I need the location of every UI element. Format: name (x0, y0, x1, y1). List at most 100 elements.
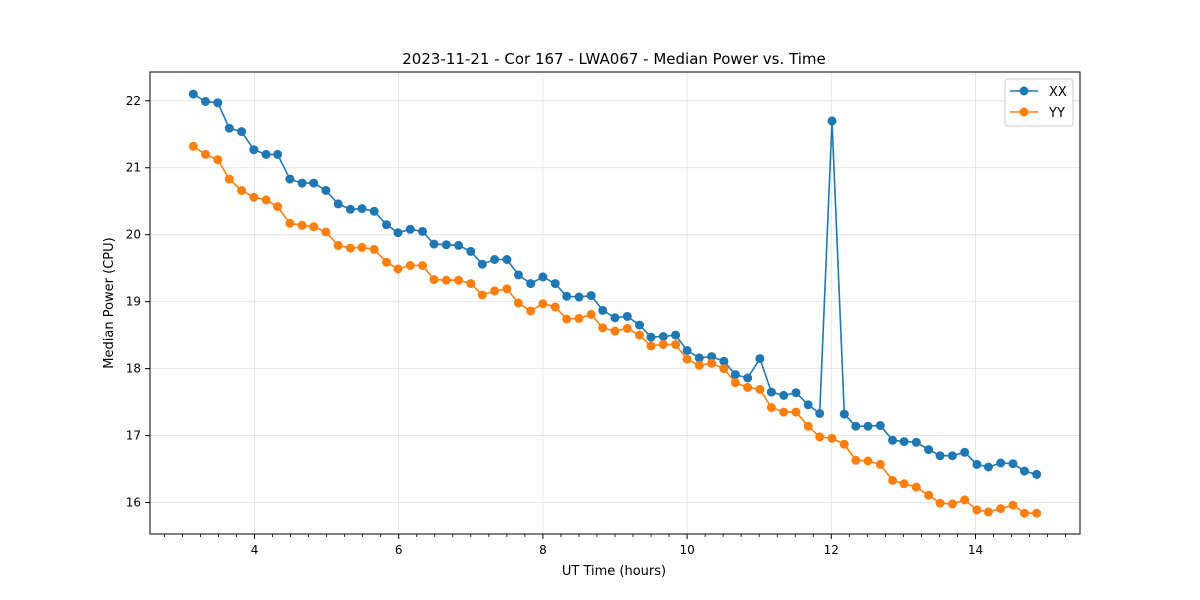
data-point-xx (261, 149, 271, 159)
data-point-yy (502, 284, 512, 294)
data-point-yy (1008, 500, 1018, 510)
data-point-yy (766, 403, 776, 412)
data-point-xx (502, 255, 512, 264)
data-point-xx (538, 272, 548, 282)
data-point-xx (550, 279, 560, 289)
data-point-xx (382, 220, 391, 230)
data-point-yy (779, 407, 789, 417)
data-point-yy (851, 455, 861, 465)
data-point-xx (851, 421, 861, 431)
x-axis-label: UT Time (hours) (562, 564, 666, 579)
legend-label-yy: YY (1048, 106, 1065, 121)
data-point-xx (1008, 459, 1018, 469)
x-tick-label: 6 (395, 543, 403, 557)
data-point-yy (249, 192, 259, 202)
data-point-xx (911, 437, 921, 447)
data-point-yy (947, 499, 957, 509)
x-tick-label: 4 (251, 543, 259, 557)
data-point-xx (285, 174, 295, 184)
data-point-xx (333, 199, 343, 209)
data-point-yy (983, 507, 993, 517)
data-point-xx (345, 204, 355, 214)
legend-marker-yy (1019, 107, 1029, 117)
data-point-xx (622, 311, 632, 321)
data-point-yy (477, 290, 487, 300)
y-axis-ticks: 16 17 18 19 20 21 22 (126, 94, 150, 510)
data-point-xx (429, 239, 439, 249)
y-tick-label: 22 (126, 94, 141, 108)
data-point-yy (996, 504, 1006, 514)
data-point-xx (513, 270, 523, 280)
data-point-yy (888, 475, 898, 485)
data-point-xx (899, 437, 909, 447)
data-point-xx (947, 451, 957, 461)
data-point-xx (454, 240, 464, 250)
data-point-yy (815, 432, 825, 442)
series-xx (188, 89, 1042, 479)
data-point-yy (972, 505, 982, 515)
data-point-yy (213, 155, 223, 165)
data-point-yy (382, 257, 391, 267)
data-point-xx (694, 353, 704, 363)
data-point-xx (766, 387, 776, 397)
series-yy (188, 141, 1042, 518)
data-point-xx (863, 421, 873, 431)
data-point-yy (707, 358, 717, 368)
data-point-yy (682, 354, 692, 364)
data-point-xx (719, 356, 729, 366)
data-point-yy (911, 482, 921, 492)
x-tick-label: 10 (679, 543, 694, 557)
data-point-xx (418, 226, 427, 236)
data-point-yy (635, 330, 644, 340)
data-point-xx (490, 255, 500, 264)
data-point-yy (393, 264, 403, 274)
data-point-xx (803, 400, 813, 410)
data-point-yy (321, 227, 331, 237)
data-point-yy (333, 240, 343, 250)
y-axis-label: Median Power (CPU) (102, 237, 117, 368)
data-point-xx (309, 178, 319, 188)
y-tick-label: 21 (126, 161, 141, 175)
data-point-xx (393, 228, 403, 238)
data-point-xx (441, 240, 451, 250)
data-point-xx (983, 462, 993, 472)
data-point-yy (658, 340, 668, 349)
legend-marker-xx (1019, 86, 1029, 96)
data-point-yy (490, 286, 500, 296)
data-point-xx (562, 291, 572, 301)
data-point-xx (646, 332, 656, 342)
data-point-xx (682, 346, 692, 355)
data-point-yy (622, 323, 632, 333)
data-point-yy (827, 433, 837, 443)
data-point-xx (466, 246, 476, 256)
data-point-yy (429, 275, 439, 285)
data-point-xx (779, 390, 789, 400)
data-point-yy (719, 364, 729, 374)
x-tick-label: 8 (539, 543, 547, 557)
data-point-yy (598, 323, 608, 333)
legend-label-xx: XX (1049, 85, 1067, 100)
data-point-yy (1020, 508, 1029, 518)
data-point-xx (827, 116, 837, 126)
data-point-xx (707, 352, 717, 362)
data-point-xx (888, 435, 898, 445)
data-point-xx (815, 409, 825, 418)
data-point-yy (875, 459, 885, 469)
data-point-yy (610, 326, 620, 336)
data-point-yy (454, 275, 464, 285)
x-tick-label: 14 (968, 543, 983, 557)
data-point-xx (598, 305, 608, 315)
data-point-xx (224, 123, 234, 133)
data-point-yy (550, 302, 560, 312)
data-point-xx (658, 332, 668, 341)
data-point-yy (466, 279, 476, 289)
data-point-xx (586, 291, 596, 301)
data-point-yy (513, 298, 523, 308)
data-point-yy (863, 456, 873, 466)
data-point-yy (526, 306, 536, 316)
legend: XX YY (1004, 78, 1074, 127)
data-point-xx (1020, 466, 1029, 476)
data-point-yy (285, 218, 295, 228)
data-point-xx (996, 458, 1006, 468)
data-point-xx (960, 447, 970, 457)
